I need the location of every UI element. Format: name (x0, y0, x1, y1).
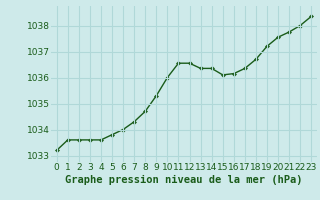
X-axis label: Graphe pression niveau de la mer (hPa): Graphe pression niveau de la mer (hPa) (65, 175, 303, 185)
